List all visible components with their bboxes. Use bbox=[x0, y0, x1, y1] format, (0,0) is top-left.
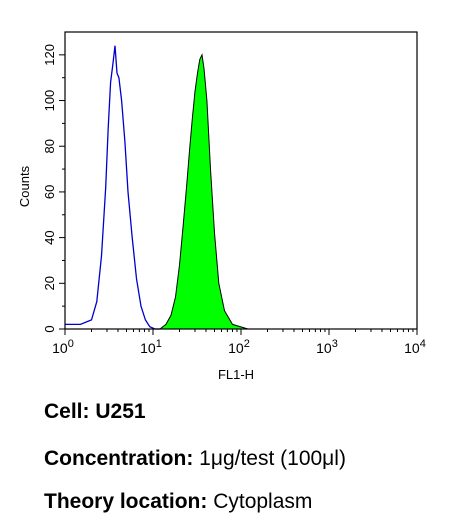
cell-label: Cell: bbox=[44, 400, 90, 423]
x-tick-label-exponent: 1 bbox=[156, 338, 162, 350]
x-tick-label: 102 bbox=[228, 338, 250, 356]
y-tick-label: 100 bbox=[42, 90, 57, 112]
y-tick-label: 120 bbox=[42, 44, 57, 66]
x-tick-label: 100 bbox=[52, 338, 74, 356]
location-value: Cytoplasm bbox=[213, 490, 313, 513]
cell-value: U251 bbox=[95, 400, 146, 423]
x-tick-label-base: 10 bbox=[404, 340, 420, 356]
y-axis-label: Counts bbox=[17, 165, 32, 207]
y-tick-label: 60 bbox=[42, 185, 57, 199]
series-1-filled-histogram bbox=[158, 53, 249, 330]
caption-cell: Cell: U251 bbox=[44, 400, 146, 424]
concentration-value: 1μg/test (100μl) bbox=[199, 447, 346, 470]
caption-concentration: Concentration: 1μg/test (100μl) bbox=[44, 447, 346, 471]
x-tick-label: 104 bbox=[404, 338, 426, 356]
x-tick-label: 101 bbox=[140, 338, 162, 356]
x-tick-label-base: 10 bbox=[52, 340, 68, 356]
x-tick-label-exponent: 2 bbox=[244, 338, 250, 350]
x-tick-label-exponent: 4 bbox=[420, 338, 426, 350]
concentration-label: Concentration: bbox=[44, 447, 194, 470]
x-tick-label-exponent: 3 bbox=[332, 338, 338, 350]
x-tick-label-base: 10 bbox=[316, 340, 332, 356]
x-tick-label-exponent: 0 bbox=[68, 338, 74, 350]
x-tick-label-base: 10 bbox=[228, 340, 244, 356]
y-tick-label: 0 bbox=[42, 325, 57, 332]
y-tick-label: 80 bbox=[42, 139, 57, 153]
y-tick-label: 40 bbox=[42, 230, 57, 244]
caption-location: Theory location: Cytoplasm bbox=[44, 490, 312, 514]
x-tick-label-base: 10 bbox=[140, 340, 156, 356]
x-axis: 100 101 102 103 104 bbox=[52, 329, 426, 356]
series-layer bbox=[65, 45, 249, 330]
y-axis: 0 20 40 60 80 100 120 bbox=[42, 44, 65, 333]
x-axis-label: FL1-H bbox=[218, 367, 254, 382]
series-0-outline-histogram bbox=[65, 45, 160, 330]
y-tick-label: 20 bbox=[42, 276, 57, 290]
location-label: Theory location: bbox=[44, 490, 208, 513]
x-tick-label: 103 bbox=[316, 338, 338, 356]
